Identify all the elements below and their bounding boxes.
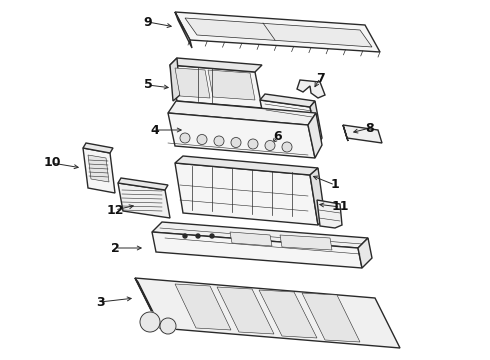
Circle shape (196, 234, 200, 238)
Polygon shape (83, 143, 113, 153)
Polygon shape (310, 168, 325, 225)
Polygon shape (170, 58, 180, 101)
Polygon shape (168, 113, 315, 158)
Text: 12: 12 (106, 203, 124, 216)
Polygon shape (217, 287, 274, 334)
Polygon shape (170, 58, 262, 72)
Text: 8: 8 (366, 122, 374, 135)
Text: 3: 3 (96, 296, 104, 309)
Text: 10: 10 (43, 157, 61, 170)
Text: 1: 1 (331, 179, 340, 192)
Polygon shape (230, 232, 272, 246)
Polygon shape (308, 113, 322, 158)
Polygon shape (175, 12, 192, 48)
Text: 7: 7 (316, 72, 324, 85)
Polygon shape (168, 101, 316, 125)
Polygon shape (317, 200, 342, 228)
Polygon shape (175, 12, 380, 52)
Circle shape (282, 142, 292, 152)
Text: 2: 2 (111, 242, 120, 255)
Polygon shape (118, 183, 170, 218)
Polygon shape (343, 125, 348, 141)
Polygon shape (302, 293, 360, 342)
Circle shape (197, 135, 207, 144)
Polygon shape (208, 70, 255, 100)
Polygon shape (280, 235, 332, 250)
Polygon shape (170, 65, 262, 108)
Circle shape (248, 139, 258, 149)
Polygon shape (175, 68, 210, 98)
Polygon shape (175, 156, 318, 175)
Polygon shape (260, 94, 315, 107)
Polygon shape (88, 155, 109, 182)
Text: 5: 5 (144, 78, 152, 91)
Circle shape (214, 136, 224, 146)
Text: 11: 11 (331, 201, 349, 213)
Polygon shape (297, 80, 325, 98)
Text: 4: 4 (150, 123, 159, 136)
Circle shape (210, 234, 214, 238)
Polygon shape (152, 222, 368, 248)
Polygon shape (135, 278, 400, 348)
Polygon shape (175, 163, 318, 225)
Polygon shape (358, 238, 372, 268)
Circle shape (160, 318, 176, 334)
Polygon shape (310, 101, 322, 145)
Polygon shape (343, 125, 382, 143)
Polygon shape (259, 290, 317, 338)
Polygon shape (135, 278, 163, 332)
Text: 9: 9 (144, 15, 152, 28)
Polygon shape (175, 284, 231, 330)
Polygon shape (152, 232, 362, 268)
Text: 6: 6 (274, 130, 282, 144)
Polygon shape (260, 100, 318, 145)
Circle shape (180, 133, 190, 143)
Circle shape (140, 312, 160, 332)
Polygon shape (83, 148, 115, 193)
Circle shape (183, 234, 187, 238)
Polygon shape (118, 178, 168, 190)
Polygon shape (185, 18, 372, 47)
Circle shape (265, 140, 275, 150)
Circle shape (231, 138, 241, 148)
